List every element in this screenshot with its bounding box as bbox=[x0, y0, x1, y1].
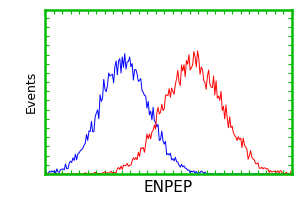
Y-axis label: Events: Events bbox=[24, 71, 38, 113]
X-axis label: ENPEP: ENPEP bbox=[144, 180, 193, 195]
